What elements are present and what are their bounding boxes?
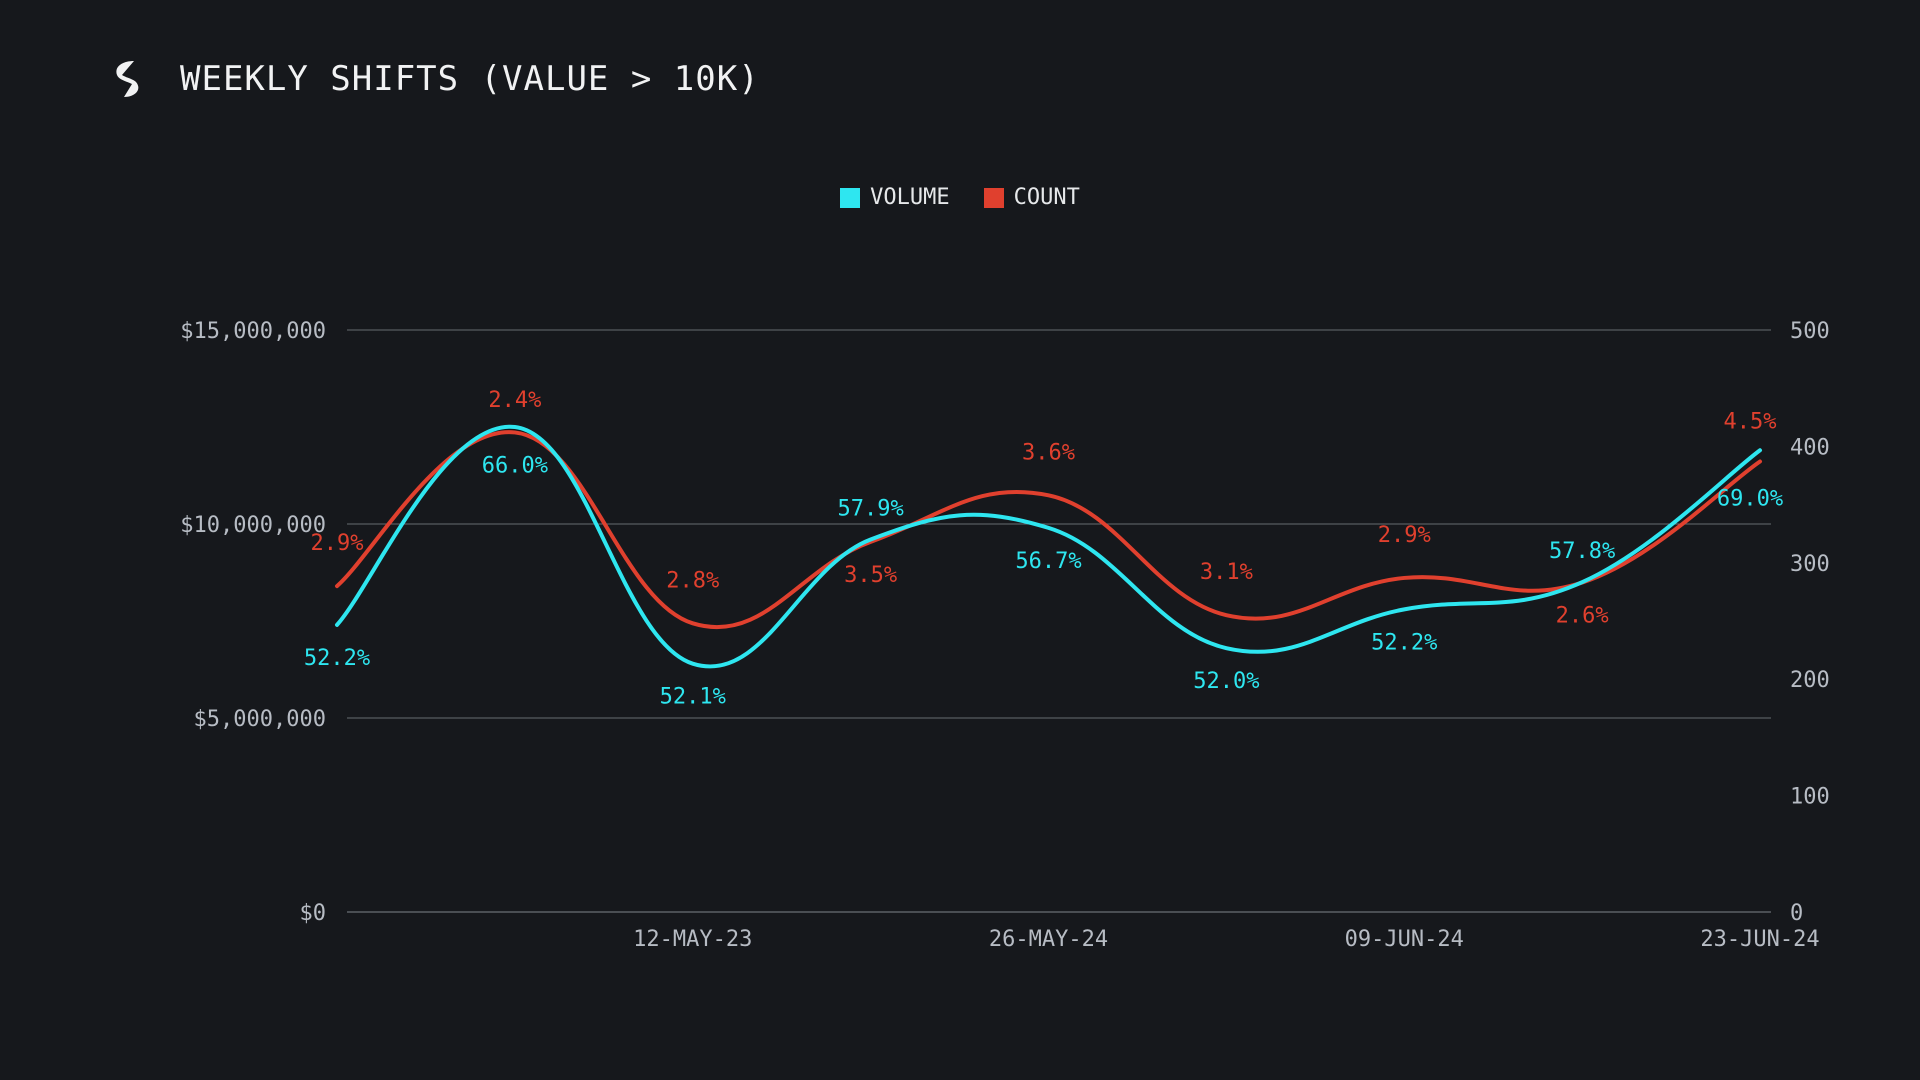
legend-label-count: COUNT xyxy=(1013,185,1080,210)
data-label-volume: 66.0% xyxy=(482,453,548,478)
data-label-volume: 52.1% xyxy=(660,685,726,710)
y-left-tick-label: $5,000,000 xyxy=(194,707,326,732)
y-left-tick-label: $15,000,000 xyxy=(180,319,326,344)
data-label-count: 2.4% xyxy=(488,388,541,413)
y-right-tick-label: 100 xyxy=(1790,785,1830,810)
data-label-volume: 57.8% xyxy=(1549,539,1615,564)
data-label-volume: 52.2% xyxy=(1371,630,1437,655)
y-left-tick-label: $0 xyxy=(300,901,327,926)
data-label-volume: 57.9% xyxy=(838,497,904,522)
data-label-count: 3.1% xyxy=(1200,560,1253,585)
y-right-tick-label: 300 xyxy=(1790,552,1830,577)
legend-swatch-volume xyxy=(840,187,861,208)
x-tick-label: 09-JUN-24 xyxy=(1345,927,1464,952)
legend-label-volume: VOLUME xyxy=(870,185,950,210)
x-tick-label: 12-MAY-23 xyxy=(633,927,752,952)
legend-item-count[interactable]: COUNT xyxy=(983,185,1080,210)
data-label-count: 2.8% xyxy=(666,568,719,593)
legend-item-volume[interactable]: VOLUME xyxy=(840,185,950,210)
y-left-tick-label: $10,000,000 xyxy=(180,513,326,538)
legend-swatch-count xyxy=(983,187,1004,208)
data-label-volume: 52.2% xyxy=(304,646,370,671)
x-tick-label: 26-MAY-24 xyxy=(989,927,1108,952)
s-brand-logo-icon xyxy=(116,61,139,97)
data-label-volume: 52.0% xyxy=(1193,669,1259,694)
title-bar: WEEKLY SHIFTS (VALUE > 10K) xyxy=(108,54,760,104)
legend: VOLUME COUNT xyxy=(0,185,1920,210)
data-label-count: 4.5% xyxy=(1724,409,1777,434)
data-label-volume: 56.7% xyxy=(1015,549,1081,574)
data-label-count: 2.9% xyxy=(1378,523,1431,548)
series-line-volume xyxy=(335,424,1762,669)
y-right-tick-label: 400 xyxy=(1790,435,1830,460)
y-right-tick-label: 500 xyxy=(1790,319,1830,344)
data-label-count: 2.6% xyxy=(1556,604,1609,629)
data-label-count: 2.9% xyxy=(311,531,364,556)
x-tick-label: 23-JUN-24 xyxy=(1700,927,1819,952)
y-right-tick-label: 200 xyxy=(1790,668,1830,693)
data-label-volume: 69.0% xyxy=(1717,487,1783,512)
data-label-count: 3.6% xyxy=(1022,440,1075,465)
data-label-count: 3.5% xyxy=(844,563,897,588)
y-right-tick-label: 0 xyxy=(1790,901,1803,926)
chart-title: WEEKLY SHIFTS (VALUE > 10K) xyxy=(180,59,760,99)
